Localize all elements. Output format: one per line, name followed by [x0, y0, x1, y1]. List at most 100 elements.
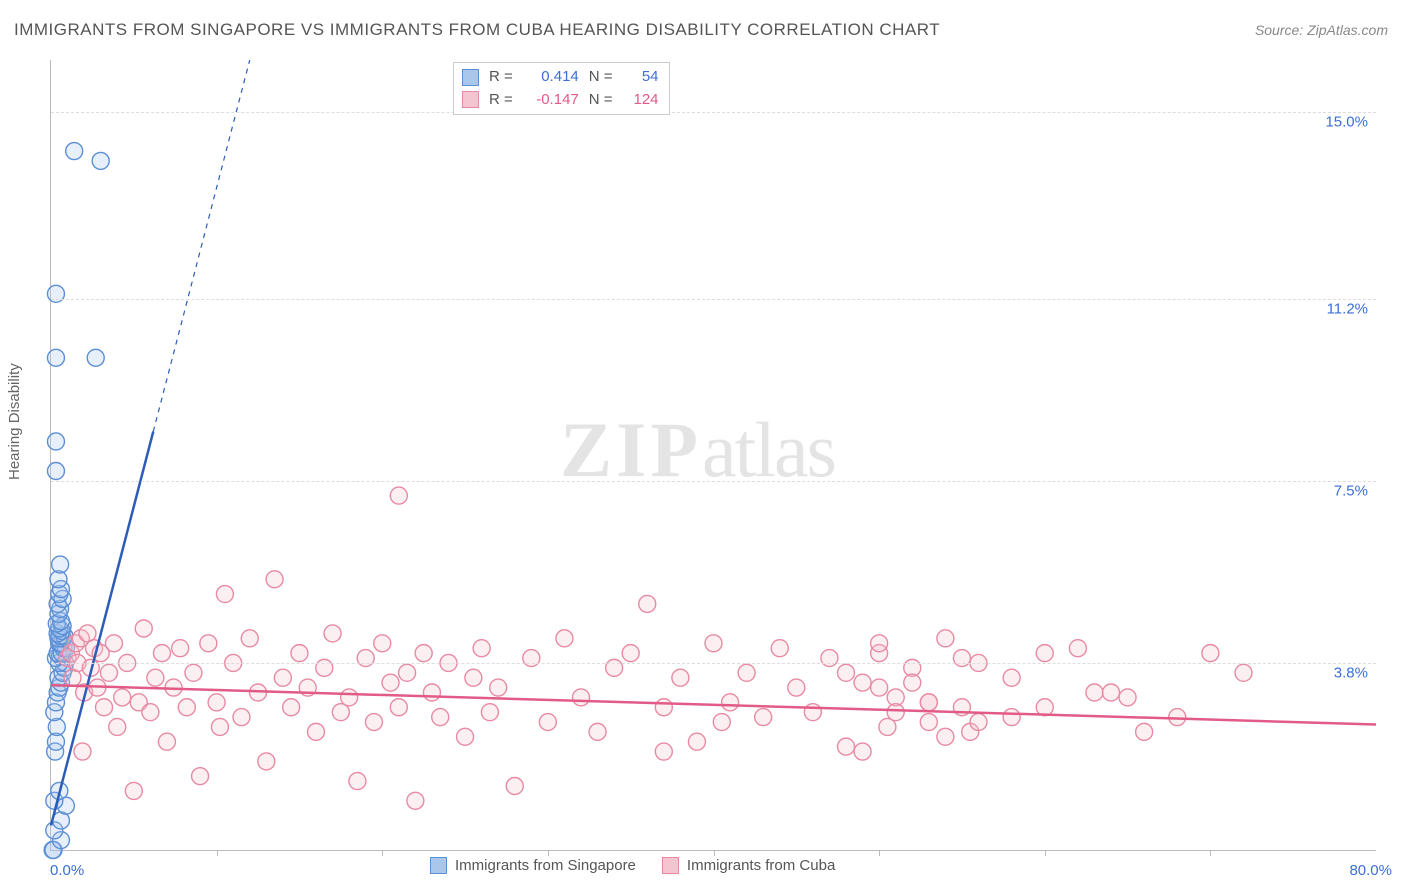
stats-r-value: -0.147 [523, 89, 579, 112]
data-point-cuba [1202, 645, 1219, 662]
data-point-cuba [854, 743, 871, 760]
data-point-singapore [92, 152, 109, 169]
data-point-cuba [539, 714, 556, 731]
data-point-cuba [1103, 684, 1120, 701]
data-point-cuba [1003, 709, 1020, 726]
data-point-cuba [211, 718, 228, 735]
data-point-cuba [722, 694, 739, 711]
legend-label: Immigrants from Cuba [687, 857, 835, 874]
data-point-cuba [200, 635, 217, 652]
bottom-legend: Immigrants from Singapore Immigrants from… [430, 857, 835, 874]
data-point-cuba [622, 645, 639, 662]
legend-item: Immigrants from Singapore [430, 857, 636, 874]
stats-n-label: N = [589, 89, 613, 112]
data-point-cuba [1036, 699, 1053, 716]
data-point-cuba [1003, 669, 1020, 686]
data-point-cuba [374, 635, 391, 652]
data-point-cuba [258, 753, 275, 770]
data-point-cuba [788, 679, 805, 696]
data-point-cuba [142, 704, 159, 721]
data-point-singapore [87, 349, 104, 366]
data-point-singapore [66, 143, 83, 160]
gridline-h [51, 112, 1376, 113]
stats-r-label: R = [489, 66, 513, 89]
data-point-cuba [556, 630, 573, 647]
y-tick-label: 11.2% [1327, 300, 1368, 317]
data-point-cuba [854, 674, 871, 691]
data-point-cuba [920, 694, 937, 711]
data-point-cuba [390, 699, 407, 716]
x-tick [714, 850, 715, 856]
y-tick-label: 7.5% [1334, 482, 1368, 499]
data-point-cuba [688, 733, 705, 750]
data-point-cuba [937, 630, 954, 647]
data-point-cuba [771, 640, 788, 657]
y-tick-label: 3.8% [1334, 664, 1368, 681]
data-point-cuba [382, 674, 399, 691]
data-point-cuba [109, 718, 126, 735]
data-point-cuba [1119, 689, 1136, 706]
data-point-cuba [96, 699, 113, 716]
data-point-cuba [407, 792, 424, 809]
data-point-cuba [233, 709, 250, 726]
data-point-cuba [308, 723, 325, 740]
data-point-cuba [1086, 684, 1103, 701]
data-point-cuba [147, 669, 164, 686]
correlation-stats-box: R =0.414N =54R =-0.147N =124 [453, 62, 670, 115]
data-point-cuba [937, 728, 954, 745]
gridline-h [51, 663, 1376, 664]
stats-n-value: 124 [623, 89, 659, 112]
data-point-cuba [185, 664, 202, 681]
data-point-cuba [887, 704, 904, 721]
data-point-cuba [1136, 723, 1153, 740]
data-point-cuba [390, 487, 407, 504]
data-point-cuba [871, 635, 888, 652]
data-point-cuba [953, 650, 970, 667]
data-point-cuba [125, 782, 142, 799]
data-point-cuba [399, 664, 416, 681]
legend-label: Immigrants from Singapore [455, 857, 636, 874]
trendline-singapore-extrapolated [153, 60, 249, 432]
y-axis-label: Hearing Disability [6, 363, 23, 480]
data-point-cuba [192, 768, 209, 785]
data-point-cuba [1235, 664, 1252, 681]
data-point-cuba [871, 679, 888, 696]
watermark-bold: ZIP [560, 406, 702, 493]
data-point-singapore [52, 556, 69, 573]
data-point-cuba [135, 620, 152, 637]
data-point-cuba [74, 743, 91, 760]
data-point-cuba [100, 664, 117, 681]
data-point-cuba [589, 723, 606, 740]
data-point-cuba [804, 704, 821, 721]
data-point-cuba [838, 738, 855, 755]
data-point-cuba [606, 659, 623, 676]
legend-item: Immigrants from Cuba [662, 857, 835, 874]
data-point-cuba [172, 640, 189, 657]
x-tick [382, 850, 383, 856]
data-point-cuba [655, 743, 672, 760]
data-point-cuba [216, 586, 233, 603]
x-tick [217, 850, 218, 856]
source-attribution: Source: ZipAtlas.com [1255, 22, 1388, 38]
watermark: ZIPatlas [560, 405, 835, 495]
stats-swatch [462, 69, 479, 86]
x-axis-max-label: 80.0% [1349, 862, 1392, 879]
data-point-cuba [316, 659, 333, 676]
legend-swatch [430, 857, 447, 874]
data-point-cuba [506, 778, 523, 795]
data-point-singapore [47, 462, 64, 479]
data-point-singapore [47, 349, 64, 366]
data-point-cuba [904, 674, 921, 691]
x-tick [879, 850, 880, 856]
data-point-cuba [465, 669, 482, 686]
x-tick [1210, 850, 1211, 856]
chart-title: IMMIGRANTS FROM SINGAPORE VS IMMIGRANTS … [14, 20, 940, 40]
data-point-cuba [208, 694, 225, 711]
data-point-singapore [47, 433, 64, 450]
legend-swatch [662, 857, 679, 874]
data-point-cuba [324, 625, 341, 642]
x-axis-origin-label: 0.0% [50, 862, 84, 879]
data-point-cuba [473, 640, 490, 657]
gridline-h [51, 299, 1376, 300]
y-tick-label: 15.0% [1325, 113, 1368, 130]
